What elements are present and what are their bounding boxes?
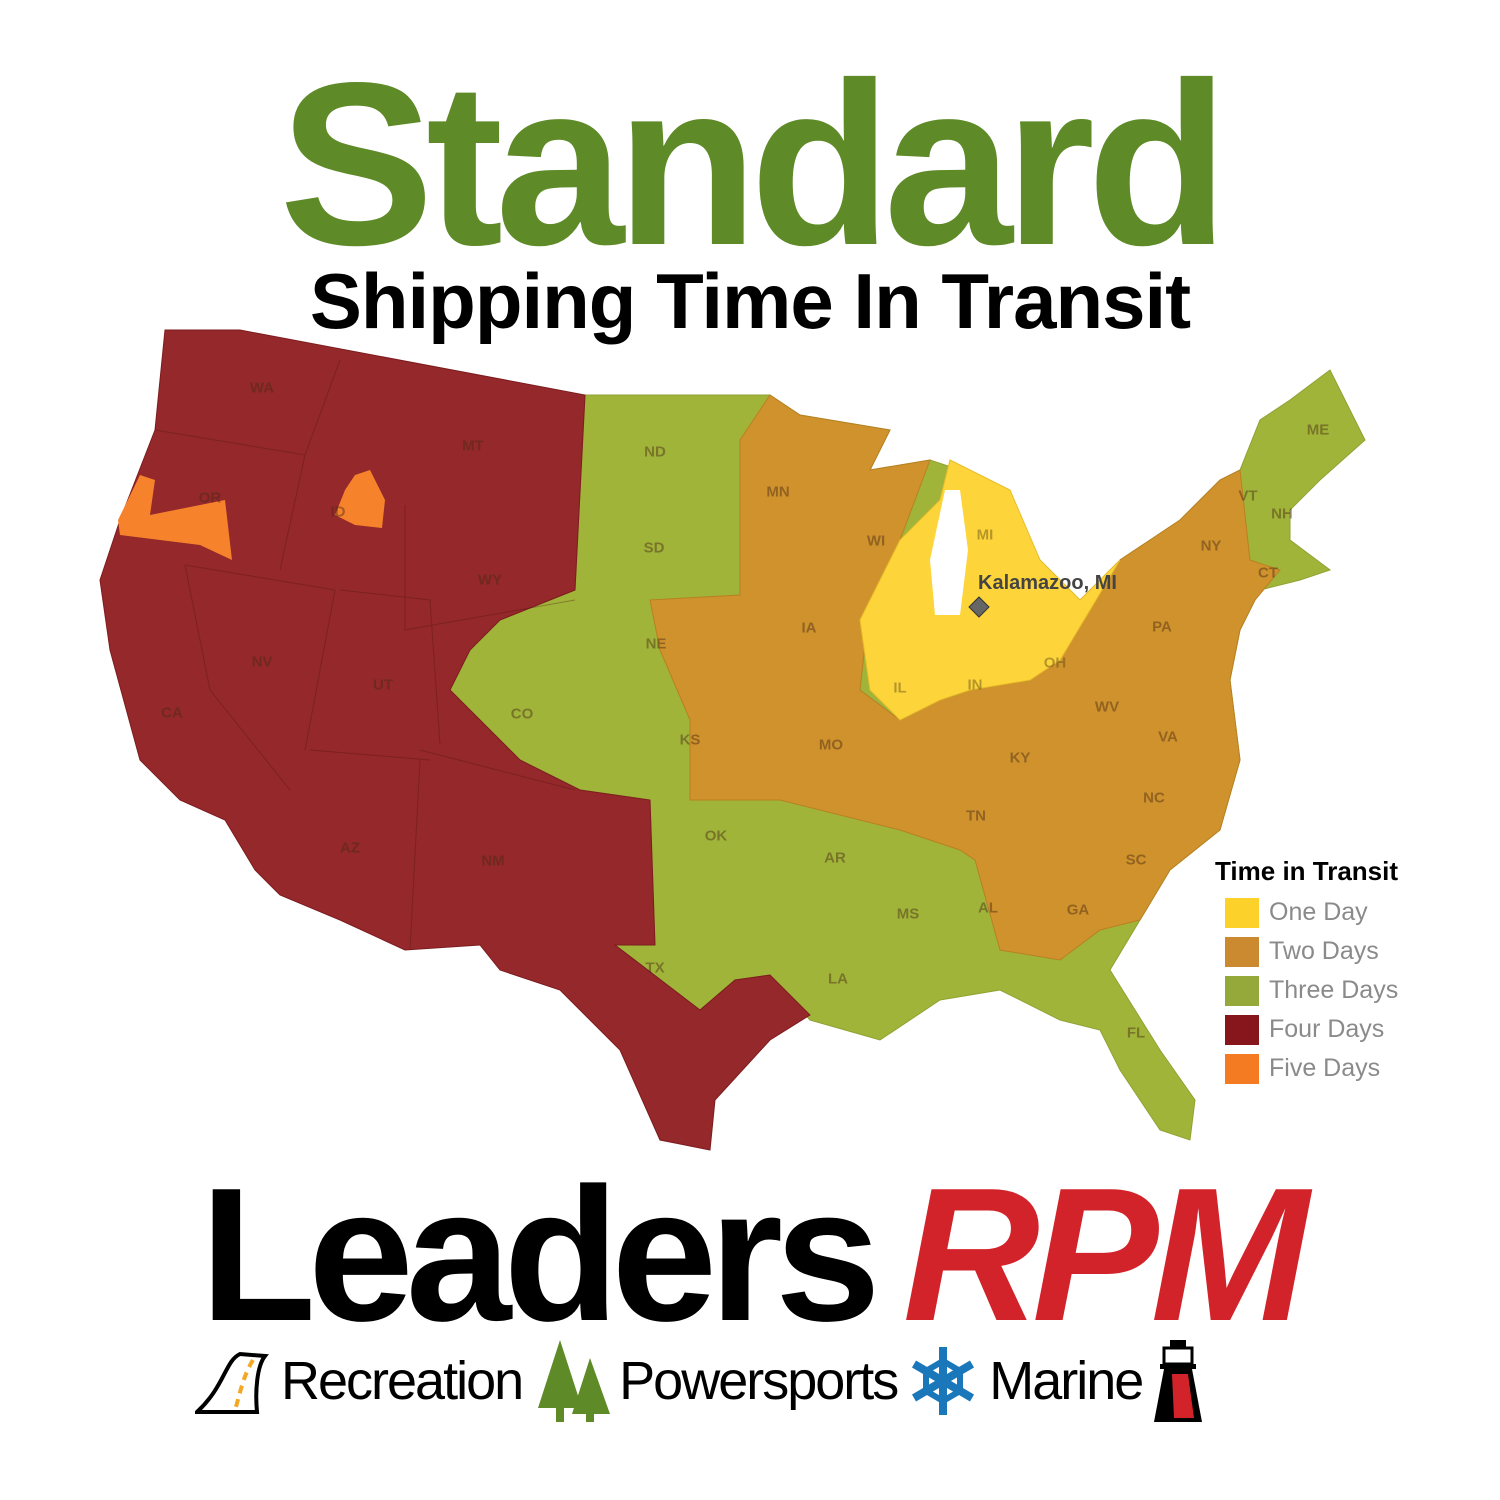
brand-logo: Leaders RPM [200,1160,1309,1350]
state-label: ID [330,503,346,521]
state-label: KS [679,731,701,749]
state-label: NH [1271,505,1293,523]
legend-item-three-days: Three Days [1225,971,1398,1010]
kalamazoo-marker-icon [968,596,990,618]
state-label: CA [161,704,183,722]
legend-item-five-days: Five Days [1225,1049,1398,1088]
legend-title: Time in Transit [1215,856,1399,886]
state-label: WA [249,379,275,397]
state-label: VT [1238,487,1258,505]
state-label: VA [1158,728,1178,746]
state-label: TN [966,807,986,825]
lake-michigan [930,490,968,615]
state-label: SD [643,539,665,557]
state-label: NE [645,635,667,653]
state-label: AR [824,849,846,867]
brand-name: Leaders [200,1149,881,1361]
state-label: IN [967,676,983,694]
state-label: IA [801,619,817,637]
state-label: ME [1306,421,1330,439]
state-label: OK [704,827,728,845]
division-marine: Marine [989,1350,1144,1411]
legend-swatch [1225,975,1259,1006]
state-label: WY [477,571,503,589]
division-recreation: Recreation [281,1350,524,1411]
legend-swatch [1225,936,1259,967]
state-label: WI [866,532,886,550]
page-title: Standard [279,35,1228,294]
pine-trees-icon [538,1340,611,1422]
lighthouse-icon [1154,1340,1203,1422]
state-label: UT [373,676,393,694]
legend-item-two-days: Two Days [1225,932,1398,971]
road-icon [195,1351,269,1414]
state-label: MO [818,736,844,754]
state-label: MT [462,437,484,455]
state-label: MI [976,526,994,544]
brand-divisions: Recreation Powersports Marine [195,1338,1208,1423]
legend-label: Four Days [1269,1015,1385,1043]
state-label: PA [1152,618,1172,636]
region-five-days-or [118,475,232,560]
state-label: AZ [340,839,360,857]
origin-city-label: Kalamazoo, MI [978,572,1117,594]
legend-label: Five Days [1269,1054,1381,1082]
state-label: IL [893,679,907,697]
state-label: NC [1143,789,1165,807]
state-label: ND [644,443,666,461]
state-label: CO [510,705,534,723]
state-label: AL [978,899,998,917]
legend-label: Two Days [1269,937,1379,965]
state-label: NM [481,852,505,870]
state-label: LA [828,970,848,988]
state-label: OR [198,489,222,507]
page-subtitle: Shipping Time In Transit [309,257,1191,345]
legend-swatch [1225,1053,1259,1084]
state-label: SC [1125,851,1147,869]
legend-item-one-day: One Day [1225,893,1398,932]
region-four-days [99,329,811,1151]
snowflake-icon [912,1346,975,1415]
state-label: KY [1009,749,1031,767]
legend-swatch [1225,1014,1259,1045]
legend-label: One Day [1269,898,1368,926]
state-borders [154,359,576,951]
legend-label: Three Days [1269,976,1399,1004]
state-label: OH [1043,654,1067,672]
region-five-days-id [335,470,385,528]
legend-swatch [1225,897,1259,928]
state-label: NV [251,653,273,671]
state-label: NY [1200,537,1222,555]
legend: Time in Transit One Day Two Days Three D… [1215,856,1398,1088]
state-label: MS [896,905,920,923]
state-label: CT [1258,564,1278,582]
state-label: MN [766,483,790,501]
legend-item-four-days: Four Days [1225,1010,1398,1049]
region-one-day [859,459,1121,721]
state-label: FL [1126,1024,1146,1042]
state-label: TX [645,959,665,977]
brand-rpm: RPM [902,1149,1309,1361]
state-label: WV [1094,698,1120,716]
division-powersports: Powersports [619,1350,899,1411]
state-label: GA [1066,901,1090,919]
